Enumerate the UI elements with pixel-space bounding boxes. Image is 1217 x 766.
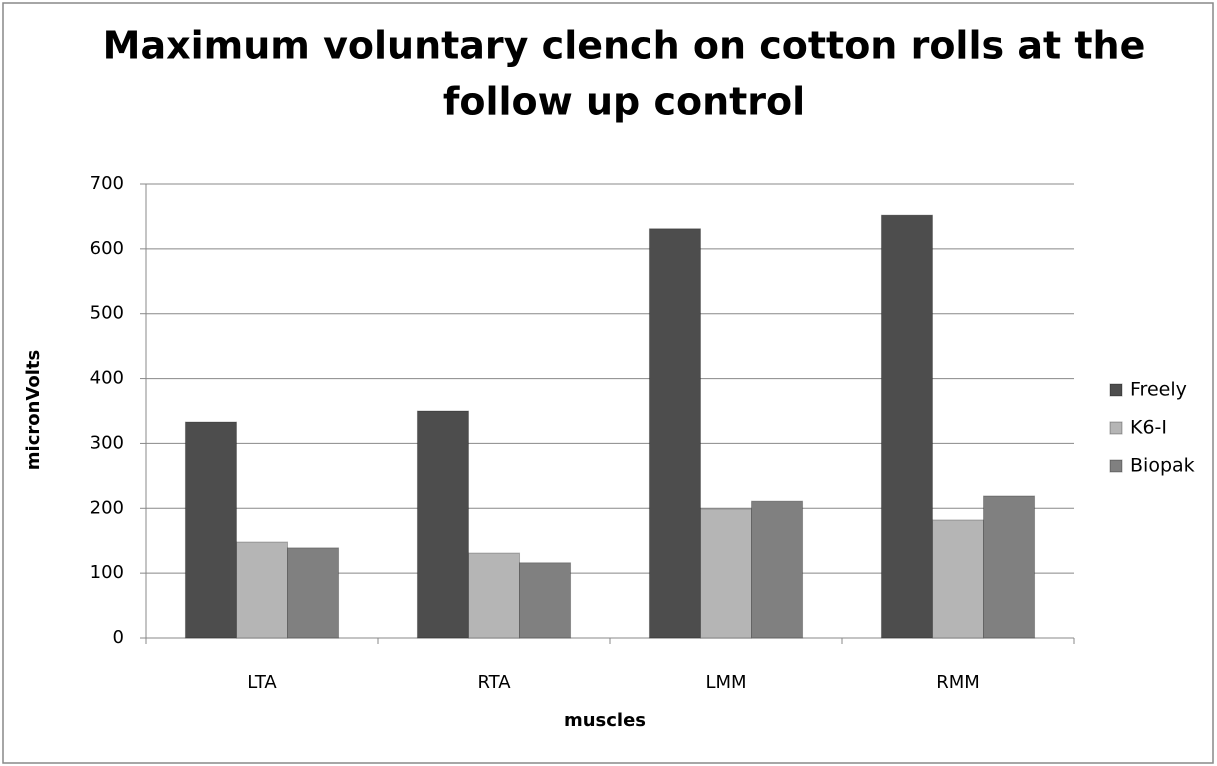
legend-label: K6-I — [1130, 417, 1167, 439]
x-tick-label: LTA — [247, 672, 277, 693]
chart-title: follow up control — [443, 80, 805, 124]
legend-swatch — [1109, 459, 1123, 473]
bar — [931, 519, 985, 639]
bar — [287, 547, 340, 639]
y-axis-label: micronVolts — [23, 350, 44, 470]
bar — [184, 421, 237, 639]
bar — [416, 410, 469, 639]
y-tick-label: 500 — [90, 303, 124, 324]
x-tick-label: RMM — [936, 672, 980, 693]
y-tick-label: 700 — [90, 173, 124, 194]
legend-label: Biopak — [1130, 455, 1195, 477]
bar — [519, 562, 572, 639]
x-tick-label: RTA — [477, 672, 511, 693]
bar — [648, 228, 701, 639]
bar — [235, 541, 289, 639]
x-axis-label: muscles — [564, 710, 646, 731]
bar — [467, 552, 521, 639]
y-tick-label: 0 — [113, 627, 124, 648]
chart-title: Maximum voluntary clench on cotton rolls… — [103, 24, 1146, 68]
legend-swatch — [1109, 383, 1123, 397]
y-tick-label: 300 — [90, 432, 124, 453]
x-tick-label: LMM — [705, 672, 746, 693]
bar — [880, 214, 933, 639]
bar — [699, 508, 753, 639]
legend-label: Freely — [1130, 379, 1187, 401]
y-tick-label: 100 — [90, 562, 124, 583]
y-tick-label: 400 — [90, 368, 124, 389]
y-tick-label: 600 — [90, 238, 124, 259]
bar — [751, 500, 804, 639]
y-tick-label: 200 — [90, 497, 124, 518]
bar — [983, 495, 1036, 639]
legend-swatch — [1109, 421, 1123, 435]
